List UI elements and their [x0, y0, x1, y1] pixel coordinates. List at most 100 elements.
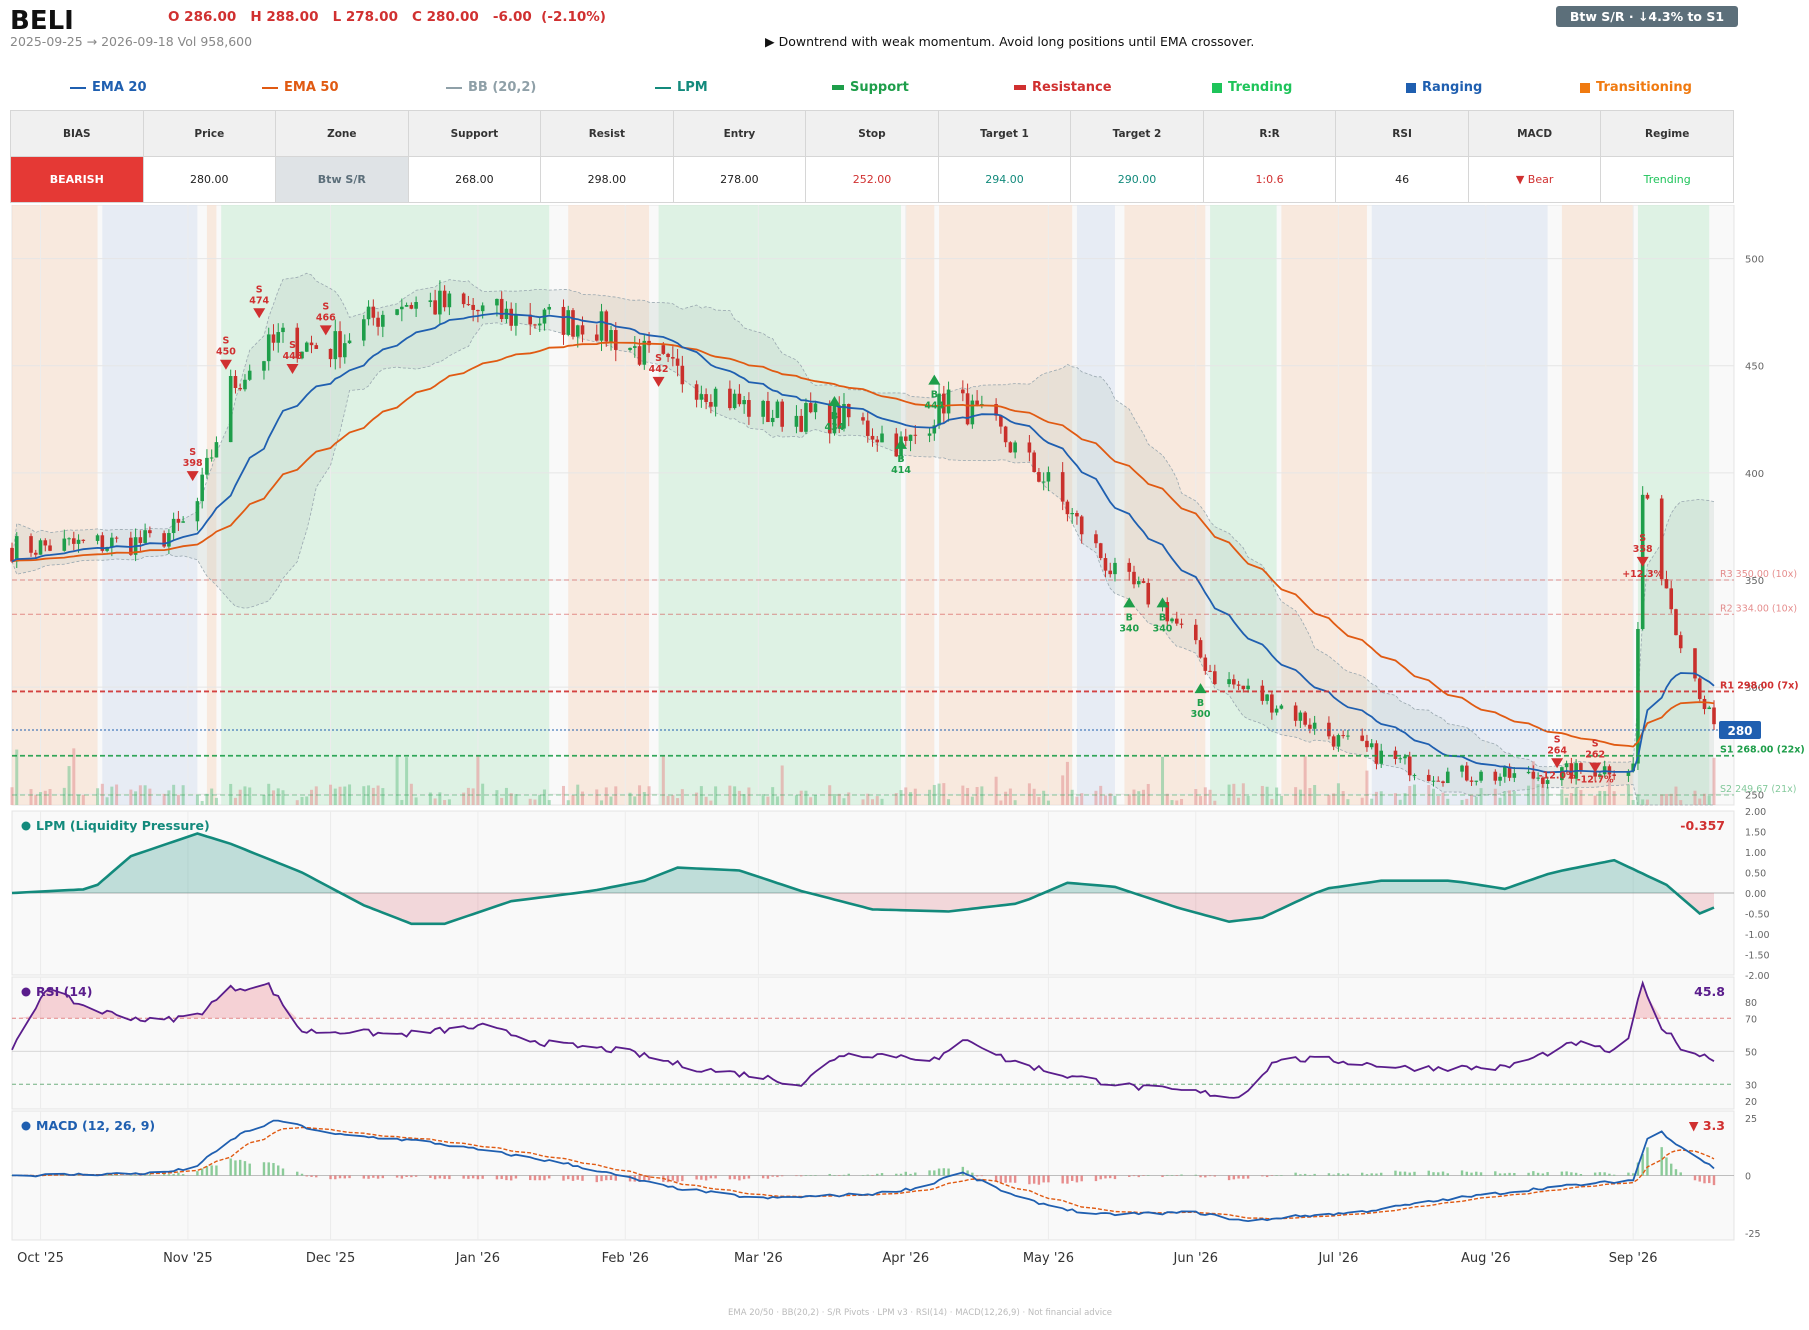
candle-body [1265, 694, 1269, 701]
volume-bar [1346, 799, 1350, 805]
macd-histogram-bar [115, 1174, 118, 1176]
sell-signal-pct: -12.7% [1577, 775, 1614, 786]
macd-histogram-bar [1261, 1175, 1264, 1177]
date-range-volume: 2025-09-25 → 2026-09-18 Vol 958,600 [10, 34, 253, 49]
macd-histogram-bar [1213, 1175, 1217, 1177]
macd-histogram-bar [1042, 1175, 1045, 1183]
volume-bar [913, 788, 917, 805]
macd-histogram-bar [300, 1173, 304, 1176]
macd-histogram-bar [595, 1175, 598, 1183]
volume-bar [1446, 798, 1450, 805]
volume-bar [1103, 795, 1107, 805]
macd-histogram-bar [776, 1175, 779, 1178]
candle-body [447, 293, 452, 308]
macd-histogram-bar [181, 1174, 185, 1176]
buy-signal-side: B [1126, 612, 1133, 623]
candle-body [575, 325, 580, 337]
macd-histogram-bar [933, 1170, 936, 1176]
volume-bar [861, 799, 865, 805]
candle-body [561, 306, 566, 335]
volume-bar [1237, 797, 1241, 805]
volume-bar [871, 799, 875, 805]
macd-histogram-bar [438, 1175, 442, 1179]
macd-histogram-bar [804, 1175, 808, 1176]
macd-histogram-bar [671, 1175, 675, 1181]
volume-bar [1180, 798, 1184, 805]
macd-histogram-bar [1641, 1154, 1644, 1176]
macd-histogram-bar [1380, 1172, 1383, 1176]
candle-body [1198, 640, 1203, 658]
macd-histogram-bar [167, 1174, 171, 1176]
rsi-tick-label: 50 [1745, 1047, 1757, 1058]
candle-body [1631, 763, 1635, 772]
regime-band-0 [12, 205, 98, 805]
lpm-tick-label: -2.00 [1745, 971, 1770, 982]
volume-bar [733, 786, 737, 805]
sr-level-label: S1 268.00 (22x) [1720, 745, 1805, 756]
candle-body [1103, 558, 1108, 571]
volume-bar [1660, 794, 1664, 805]
candle-body [599, 311, 604, 341]
macd-histogram-bar [1037, 1175, 1041, 1185]
macd-histogram-bar [110, 1174, 114, 1176]
volume-bar [709, 800, 713, 805]
legend-label: LPM [677, 80, 708, 95]
macd-histogram-bar [1565, 1171, 1568, 1176]
footer-note: EMA 20/50 · BB(20,2) · S/R Pivots · LPM … [727, 1308, 1112, 1318]
volume-bar [942, 783, 946, 805]
rsi-tick-label: 70 [1745, 1014, 1757, 1025]
macd-histogram-bar [514, 1175, 518, 1179]
macd-histogram-bar [443, 1175, 446, 1179]
volume-bar [714, 786, 718, 805]
macd-histogram-bar [709, 1175, 713, 1179]
candle-body [594, 334, 599, 341]
macd-histogram-bar [1341, 1174, 1345, 1176]
volume-bar [970, 796, 974, 805]
volume-bar [604, 787, 608, 805]
volume-bar [695, 792, 699, 805]
macd-histogram-bar [143, 1175, 147, 1176]
macd-histogram-bar [1612, 1174, 1616, 1176]
macd-histogram-bar [1337, 1173, 1340, 1176]
candle-body [1246, 685, 1250, 690]
lpm-tick-label: -0.50 [1745, 910, 1770, 921]
macd-histogram-bar [1113, 1175, 1117, 1180]
candle-body [1032, 452, 1036, 473]
candle-body [827, 403, 832, 434]
candle-body [1541, 777, 1545, 784]
volume-bar [134, 791, 138, 805]
candle-body [713, 388, 718, 407]
candle-body [366, 306, 371, 320]
candle-body [865, 420, 870, 436]
candle-body [961, 389, 965, 394]
candle-body [1236, 684, 1241, 686]
volume-bar [276, 788, 280, 805]
candle-body [499, 298, 504, 320]
stats-header-support: Support [407, 110, 542, 157]
volume-bar [1636, 794, 1640, 805]
macd-histogram-bar [1070, 1175, 1074, 1181]
candle-body [238, 387, 243, 390]
candle-body [138, 537, 143, 543]
candle-body [1079, 516, 1084, 535]
macd-histogram-bar [1679, 1172, 1682, 1176]
candle-body [400, 306, 404, 310]
macd-histogram-bar [509, 1175, 513, 1181]
bollinger-upper-line [11, 272, 1715, 768]
macd-histogram-bar [1570, 1172, 1573, 1176]
macd-histogram-bar [362, 1175, 366, 1179]
macd-histogram-bar [1270, 1175, 1274, 1176]
volume-bar [1465, 798, 1469, 805]
candle-body [694, 384, 699, 400]
volume-bar [214, 797, 218, 805]
candle-body [1108, 570, 1113, 575]
macd-histogram-bar [676, 1175, 679, 1182]
macd-histogram-bar [367, 1175, 370, 1179]
volume-bar [1574, 787, 1578, 805]
volume-bar [400, 799, 404, 805]
stats-header-resist: Resist [540, 110, 674, 157]
macd-histogram-bar [999, 1175, 1003, 1184]
macd-histogram-bar [348, 1175, 351, 1179]
x-tick-label: Apr '26 [882, 1251, 929, 1266]
volume-bar [428, 792, 432, 805]
